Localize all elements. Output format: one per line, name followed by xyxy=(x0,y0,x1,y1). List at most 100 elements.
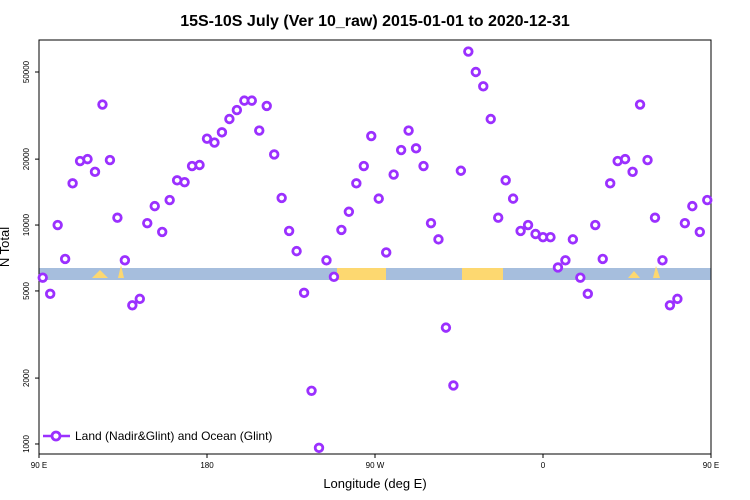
data-point xyxy=(366,130,377,142)
data-point xyxy=(455,165,467,176)
data-point xyxy=(485,113,496,125)
data-point xyxy=(657,255,668,266)
data-point xyxy=(134,293,145,305)
data-point xyxy=(313,442,325,454)
data-point xyxy=(567,234,579,245)
land-fragment xyxy=(92,270,108,278)
y-tick-label: 1000 xyxy=(22,435,31,453)
land-strip xyxy=(462,268,503,280)
data-point xyxy=(395,144,407,156)
data-point xyxy=(448,380,459,391)
data-point xyxy=(627,166,638,178)
data-point xyxy=(373,193,384,204)
data-point xyxy=(433,234,444,245)
data-point xyxy=(560,255,571,266)
data-point xyxy=(336,224,347,236)
data-point xyxy=(582,288,593,300)
data-point xyxy=(216,127,228,138)
data-point xyxy=(328,271,340,283)
land-fragment xyxy=(653,266,660,278)
data-point xyxy=(52,219,63,231)
data-point xyxy=(410,143,422,154)
data-point xyxy=(104,154,116,166)
axis-ticks: 90 E 180 90 W 0 90 E100020005000100002000050… xyxy=(22,60,719,470)
data-point xyxy=(702,194,713,206)
data-point xyxy=(500,175,511,186)
data-point xyxy=(440,322,452,333)
data-point xyxy=(179,176,190,188)
data-point xyxy=(283,225,295,237)
data-point xyxy=(649,212,661,223)
data-point xyxy=(545,231,556,243)
data-point xyxy=(321,255,332,266)
data-point xyxy=(224,113,235,125)
data-point xyxy=(664,300,676,311)
data-point xyxy=(358,160,369,172)
data-point xyxy=(246,95,257,106)
data-point xyxy=(619,153,631,165)
y-axis-label: N Total xyxy=(0,227,12,267)
land-fragment xyxy=(628,271,640,278)
land-strip xyxy=(337,268,386,280)
data-point xyxy=(672,293,683,305)
data-point xyxy=(306,385,317,396)
data-point xyxy=(478,81,489,92)
x-tick-label: 180 xyxy=(200,461,214,470)
data-point xyxy=(463,46,474,57)
data-point xyxy=(45,288,56,300)
data-point xyxy=(112,212,123,223)
data-point xyxy=(298,287,310,299)
data-point xyxy=(605,178,616,189)
legend-label: Land (Nadir&Glint) and Ocean (Glint) xyxy=(75,429,272,443)
legend-marker xyxy=(50,430,62,442)
data-point xyxy=(507,193,519,204)
data-point xyxy=(694,226,705,238)
data-point xyxy=(597,253,608,265)
data-point xyxy=(261,100,272,112)
x-tick-label: 90 W xyxy=(366,461,385,470)
data-point xyxy=(403,125,414,136)
data-point xyxy=(470,66,481,78)
y-tick-label: 50000 xyxy=(22,60,31,83)
data-point xyxy=(642,154,653,166)
data-point xyxy=(156,226,168,238)
data-point xyxy=(194,159,205,171)
data-point xyxy=(425,217,437,229)
data-point xyxy=(493,212,504,223)
data-point xyxy=(351,178,362,189)
data-point xyxy=(575,272,586,283)
data-point xyxy=(201,133,213,144)
x-tick-label: 90 E xyxy=(703,461,719,470)
data-point xyxy=(254,125,265,136)
x-axis-label: Longitude (deg E) xyxy=(323,476,426,491)
data-point xyxy=(89,166,101,178)
data-point xyxy=(381,247,392,258)
plot-frame xyxy=(38,39,712,455)
y-tick-label: 2000 xyxy=(22,369,31,387)
data-point xyxy=(149,200,160,212)
data-point xyxy=(127,300,138,311)
land-fragment xyxy=(118,265,124,278)
data-point xyxy=(119,255,131,266)
data-point xyxy=(388,169,399,180)
data-point xyxy=(590,219,601,231)
data-point xyxy=(679,217,691,229)
data-point xyxy=(515,225,526,237)
data-point xyxy=(687,200,698,212)
data-point xyxy=(97,99,108,110)
data-point xyxy=(82,153,93,165)
data-point xyxy=(209,137,220,148)
data-point xyxy=(142,217,153,229)
land-mask-band xyxy=(39,265,711,280)
data-point xyxy=(67,178,78,189)
legend: Land (Nadir&Glint) and Ocean (Glint) xyxy=(43,429,272,443)
data-point xyxy=(59,253,71,265)
data-point xyxy=(164,194,175,206)
data-point xyxy=(37,272,48,283)
data-point xyxy=(276,192,287,204)
data-point xyxy=(418,160,429,172)
y-tick-label: 10000 xyxy=(22,213,31,236)
x-tick-label: 90 E xyxy=(31,461,47,470)
data-point xyxy=(522,219,534,231)
